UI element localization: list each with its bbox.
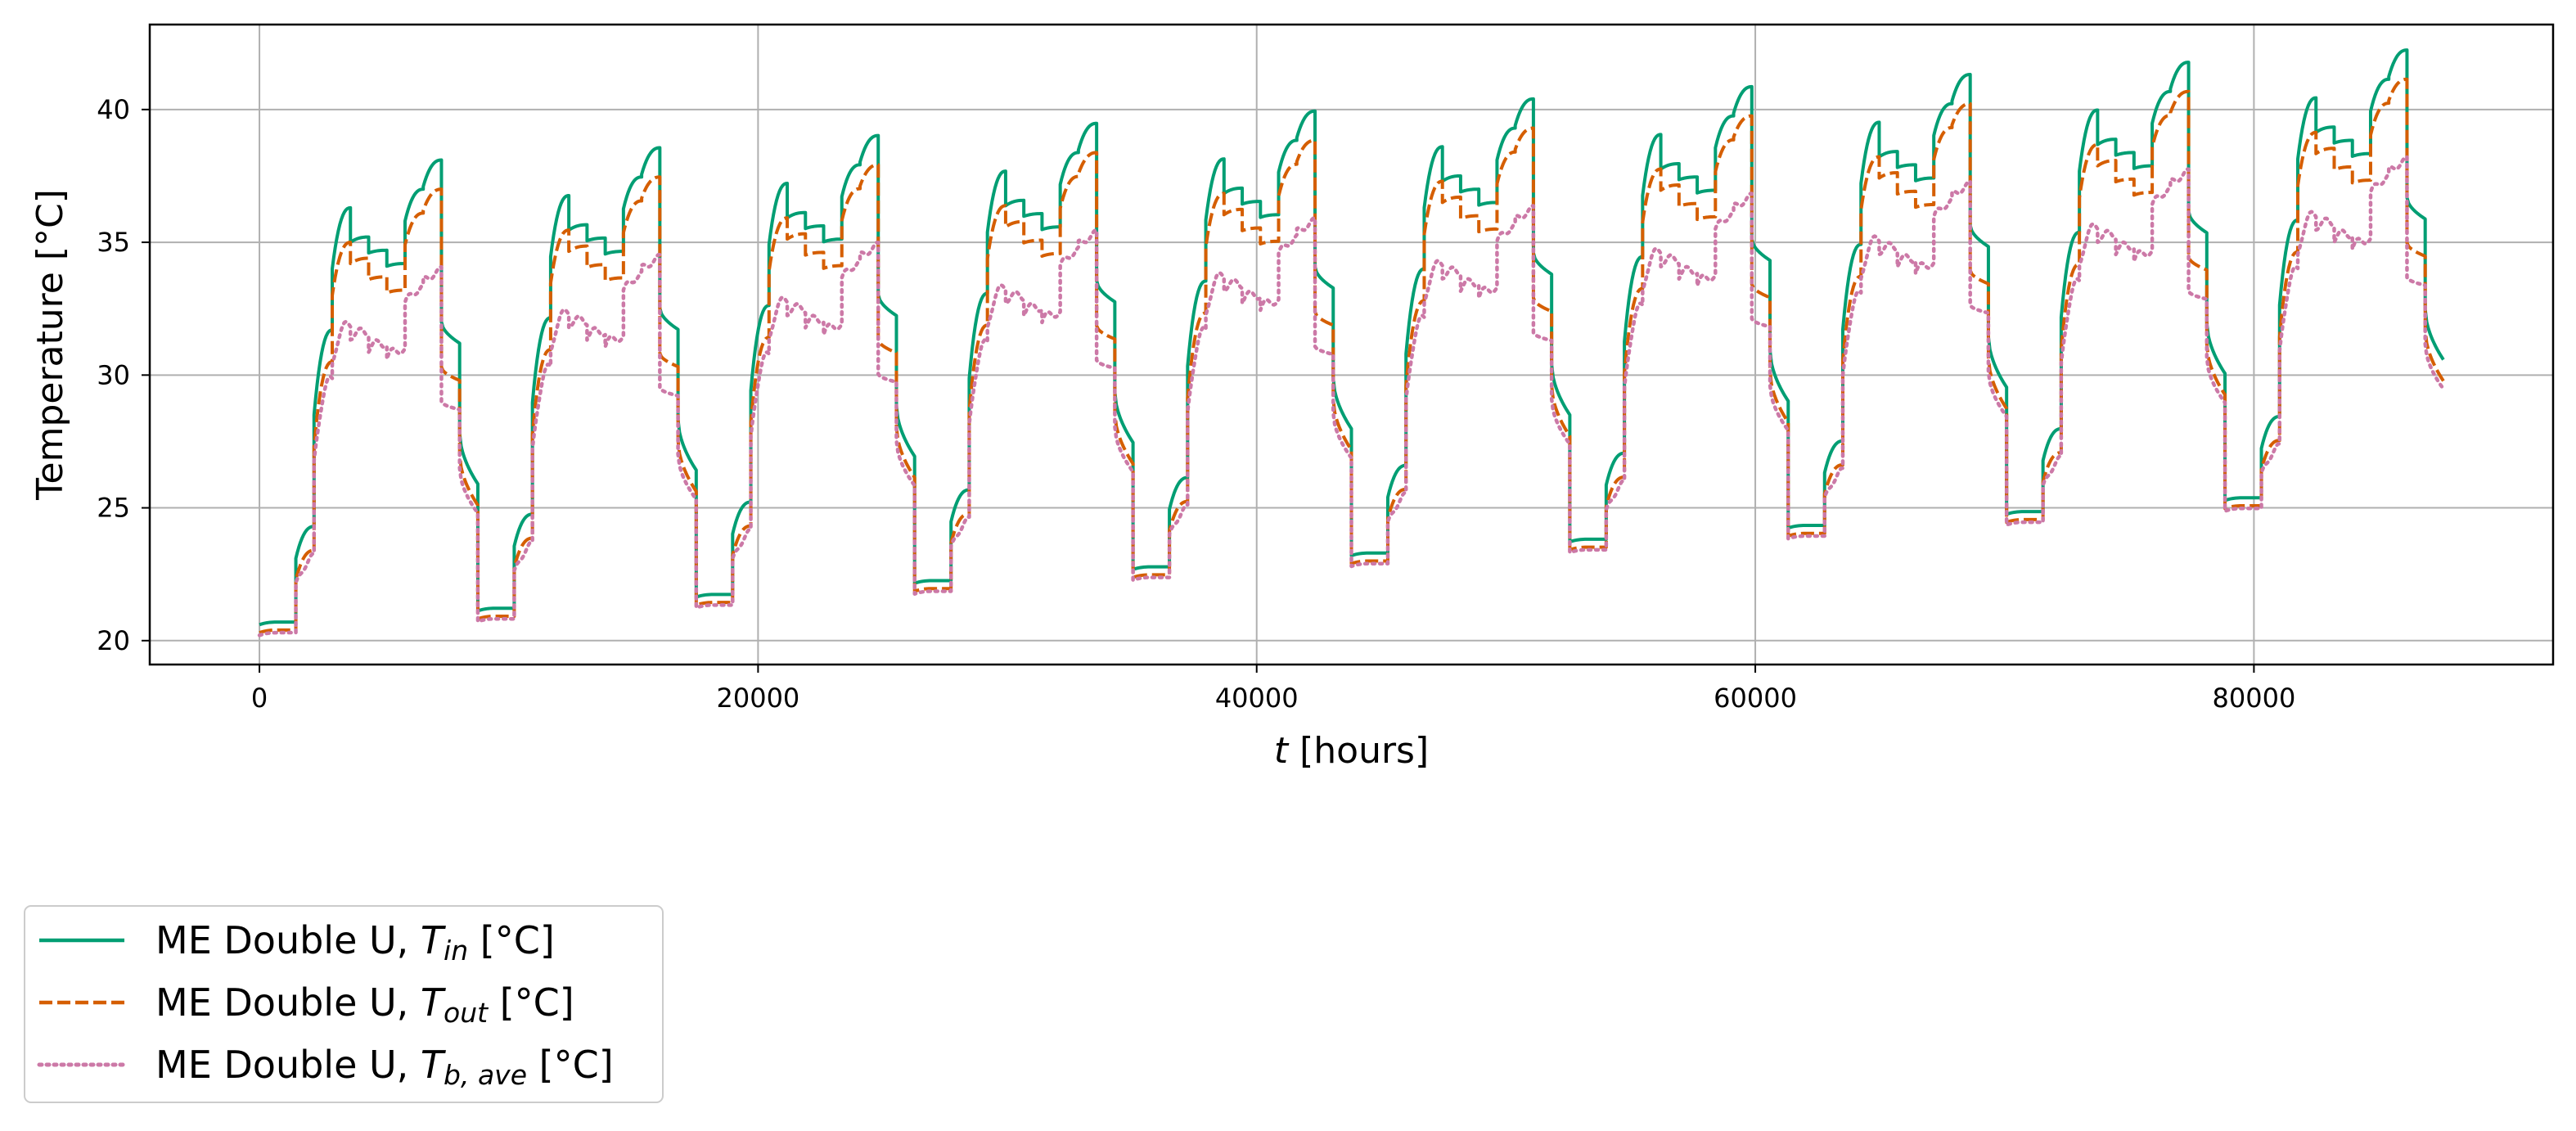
legend: ME Double U, Tin [°C] ME Double U, Tout [… <box>24 905 664 1103</box>
plot-frame <box>148 23 2555 666</box>
y-tick-label: 30 <box>97 359 130 390</box>
x-tick-label: 40000 <box>1215 683 1299 714</box>
y-axis-label: Temperature [°C] <box>29 189 71 501</box>
series-layer <box>257 48 2446 638</box>
legend-label-t_in: ME Double U, Tin [°C] <box>155 918 555 967</box>
x-axis-variable: t <box>1274 730 1290 772</box>
y-tick-label: 40 <box>97 94 130 125</box>
x-tick-label: 60000 <box>1714 683 1797 714</box>
axis-labels: t [hours] Temperature [°C] <box>29 189 1429 772</box>
legend-label-t_b_ave: ME Double U, Tb, ave [°C] <box>155 1043 614 1091</box>
x-axis-unit: [hours] <box>1288 730 1429 772</box>
legend-label-t_out: ME Double U, Tout [°C] <box>155 980 574 1029</box>
series-line-t_b_ave <box>257 155 2446 638</box>
x-axis-label: t [hours] <box>1274 730 1429 772</box>
legend-frame <box>24 905 664 1103</box>
x-tick-label: 80000 <box>2213 683 2296 714</box>
y-tick-label: 20 <box>97 625 130 656</box>
y-tick-label: 25 <box>97 493 130 524</box>
grid <box>150 25 2553 665</box>
x-tick-label: 20000 <box>716 683 799 714</box>
axis-ticks: 0 20000 40000 60000 80000 20 25 30 35 40 <box>97 94 2295 714</box>
y-tick-label: 35 <box>97 227 130 258</box>
x-tick-label: 0 <box>251 683 268 714</box>
